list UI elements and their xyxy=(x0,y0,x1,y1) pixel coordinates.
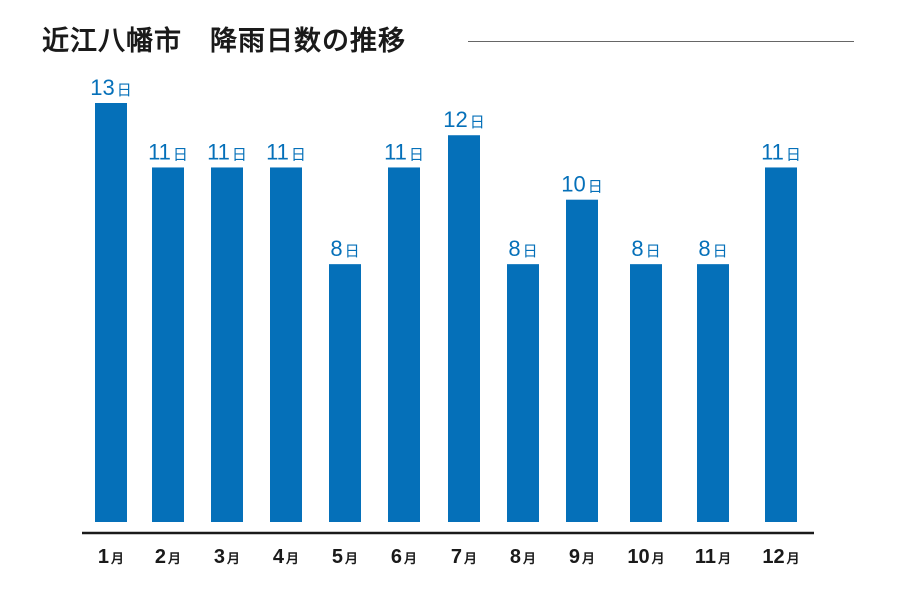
category-unit: 月 xyxy=(522,552,536,567)
value-number: 8 xyxy=(631,236,643,261)
value-unit: 日 xyxy=(345,242,360,260)
category-number: 1 xyxy=(98,546,109,568)
value-number: 8 xyxy=(330,236,342,261)
bar xyxy=(329,264,361,522)
value-label: 11 日 xyxy=(207,139,247,164)
category-number: 10 xyxy=(627,546,649,568)
title-divider xyxy=(468,41,854,42)
value-unit: 日 xyxy=(646,242,661,260)
category-number: 4 xyxy=(273,546,285,568)
value-number: 11 xyxy=(384,139,407,164)
category-unit: 月 xyxy=(463,552,477,567)
value-unit: 日 xyxy=(523,242,538,260)
value-number: 13 xyxy=(90,75,114,100)
category-label: 12 月 xyxy=(762,546,799,568)
value-label: 11 日 xyxy=(266,139,306,164)
value-unit: 日 xyxy=(470,113,485,131)
value-number: 10 xyxy=(561,172,585,197)
value-number: 11 xyxy=(148,139,171,164)
category-label: 10 月 xyxy=(627,546,664,568)
bar xyxy=(152,167,184,522)
value-label: 13 日 xyxy=(90,75,132,100)
value-unit: 日 xyxy=(786,145,801,163)
bar xyxy=(630,264,662,522)
bar xyxy=(507,264,539,522)
category-number: 2 xyxy=(155,546,166,568)
value-label: 11 日 xyxy=(761,139,801,164)
value-unit: 日 xyxy=(713,242,728,260)
value-number: 12 xyxy=(443,107,467,132)
value-label: 12 日 xyxy=(443,107,485,132)
category-number: 11 xyxy=(695,546,716,568)
bar xyxy=(566,199,598,522)
bar xyxy=(270,167,302,522)
value-unit: 日 xyxy=(291,145,306,163)
category-number: 3 xyxy=(214,546,225,568)
category-number: 5 xyxy=(332,546,343,568)
category-unit: 月 xyxy=(786,552,800,567)
value-unit: 日 xyxy=(409,145,424,163)
value-unit: 日 xyxy=(232,145,247,163)
value-number: 8 xyxy=(508,236,520,261)
bar xyxy=(95,103,127,522)
category-number: 6 xyxy=(391,546,402,568)
category-unit: 月 xyxy=(167,552,181,567)
value-unit: 日 xyxy=(173,145,188,163)
bar xyxy=(211,167,243,522)
category-unit: 月 xyxy=(344,552,358,567)
value-number: 11 xyxy=(266,139,289,164)
chart-title: 近江八幡市 降雨日数の推移 xyxy=(42,26,406,57)
value-label: 10 日 xyxy=(561,172,603,197)
bar xyxy=(388,167,420,522)
category-number: 7 xyxy=(451,546,462,568)
category-label: 11 月 xyxy=(695,546,731,568)
value-label: 11 日 xyxy=(384,139,424,164)
value-number: 11 xyxy=(207,139,230,164)
value-label: 11 日 xyxy=(148,139,188,164)
category-unit: 月 xyxy=(226,552,240,567)
value-unit: 日 xyxy=(117,81,132,99)
category-unit: 月 xyxy=(651,552,665,567)
category-number: 9 xyxy=(569,546,580,568)
value-number: 8 xyxy=(698,236,710,261)
category-unit: 月 xyxy=(403,552,417,567)
bar xyxy=(448,135,480,522)
bar xyxy=(765,167,797,522)
category-unit: 月 xyxy=(717,552,731,567)
category-number: 8 xyxy=(510,546,521,568)
value-unit: 日 xyxy=(588,178,603,196)
bar xyxy=(697,264,729,522)
category-unit: 月 xyxy=(581,552,595,567)
value-number: 11 xyxy=(761,139,784,164)
category-unit: 月 xyxy=(285,552,299,567)
category-unit: 月 xyxy=(110,552,124,567)
category-number: 12 xyxy=(762,546,784,568)
